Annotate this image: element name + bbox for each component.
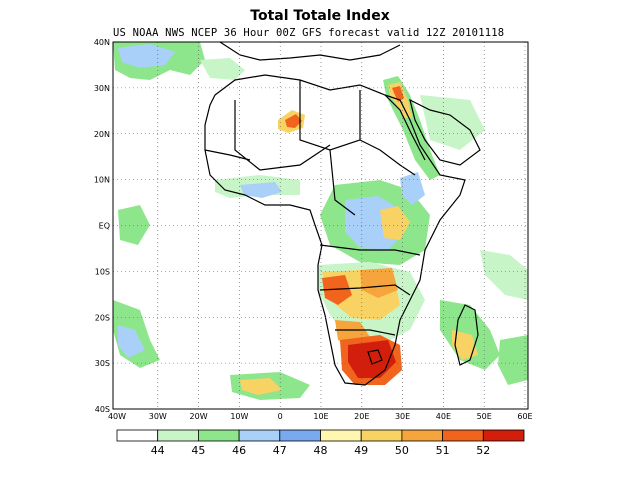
shade-sahara-core [285, 114, 302, 128]
lon-label: 0 [278, 412, 283, 421]
lon-label: 30W [149, 412, 167, 421]
index-shading [113, 42, 528, 400]
shade-indian-south [498, 335, 528, 385]
border-1 [234, 100, 331, 171]
colorbar-swatch [116, 429, 159, 442]
lon-label: 60E [517, 412, 532, 421]
map-frame [112, 41, 529, 410]
shade-gulf-guinea [240, 182, 282, 198]
colorbar-swatch [157, 429, 199, 442]
lat-label: 30N [94, 84, 110, 93]
lon-label: 40W [108, 412, 126, 421]
europe-coast [219, 41, 401, 61]
colorbar-label: 44 [151, 444, 165, 457]
colorbar-label: 50 [395, 444, 409, 457]
colorbar-label: 52 [476, 444, 490, 457]
latitude-labels: 40N 30N 20N 10N EQ 10S 20S 30S 40S [94, 38, 110, 414]
lat-label: 40N [94, 38, 110, 47]
border-5 [319, 244, 421, 256]
colorbar [116, 429, 525, 442]
colorbar-labels: 44 45 46 47 48 49 50 51 52 [151, 444, 491, 457]
colorbar-swatch [320, 429, 362, 442]
colorbar-label: 49 [354, 444, 368, 457]
red-sea-line [384, 94, 426, 161]
colorbar-label: 46 [232, 444, 246, 457]
lat-label: 30S [95, 359, 110, 368]
shade-atlantic-eq [118, 205, 150, 245]
colorbar-label: 48 [314, 444, 328, 457]
lon-label: 10W [230, 412, 248, 421]
colorbar-swatch [197, 429, 240, 442]
shade-atlantic-south-core [118, 325, 145, 358]
lat-label: 40S [95, 405, 110, 414]
shade-south-africa-core [348, 340, 396, 378]
longitude-labels: 40W 30W 20W 10W 0 10E 20E 30E 40E 50E 60E [108, 412, 533, 421]
colorbar-label: 51 [436, 444, 450, 457]
shade-arabia [420, 95, 485, 150]
lat-label: 20S [95, 313, 110, 322]
lesotho [367, 349, 383, 365]
lon-label: 30E [395, 412, 410, 421]
map-title: Total Totale Index [250, 8, 390, 24]
colorbar-swatch [238, 429, 281, 442]
shade-nw-ocean-core [118, 44, 175, 68]
arabia-coast [409, 98, 481, 166]
lon-label: 40E [436, 412, 451, 421]
colorbar-swatch [401, 429, 443, 442]
shade-east-highlands [400, 172, 425, 205]
border-7 [335, 329, 396, 336]
shade-indian-ocean [480, 250, 528, 300]
colorbar-swatch [482, 429, 525, 442]
colorbar-swatch [360, 429, 403, 442]
shade-zambia-hot [360, 268, 398, 298]
lat-label: 20N [94, 130, 110, 139]
border-4 [359, 139, 416, 176]
border-8 [204, 149, 251, 161]
lat-label: EQ [99, 222, 110, 231]
shade-south-atlantic-core [240, 378, 282, 395]
shade-angola-hot [322, 275, 352, 305]
colorbar-label: 45 [191, 444, 205, 457]
forecast-subtitle: US NOAA NWS NCEP 36 Hour 00Z GFS forecas… [113, 27, 505, 39]
shade-madagascar-warm [452, 330, 478, 360]
shade-red-sea-hot [392, 86, 404, 102]
shade-morocco-coast [200, 58, 245, 80]
lon-label: 50E [477, 412, 492, 421]
colorbar-label: 47 [273, 444, 287, 457]
colorbar-swatch [279, 429, 321, 442]
lat-label: 10N [94, 176, 110, 185]
lon-label: 20W [190, 412, 208, 421]
africa-coastline [204, 74, 466, 386]
lon-label: 10E [313, 412, 328, 421]
lon-label: 20E [354, 412, 369, 421]
madagascar-coast [454, 304, 479, 366]
border-3 [329, 149, 356, 216]
lat-label: 10S [95, 267, 110, 276]
colorbar-swatch [442, 429, 484, 442]
